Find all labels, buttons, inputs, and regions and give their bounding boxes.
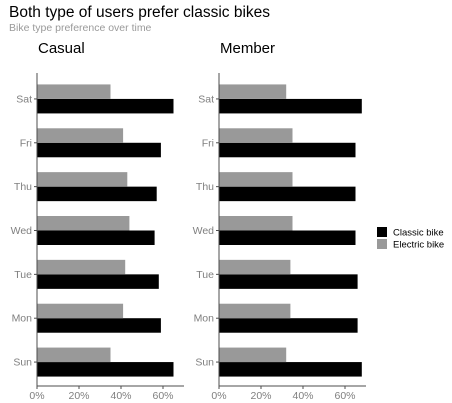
x-tick-label: 40% — [110, 390, 131, 402]
y-tick-label-fri: Fri — [202, 137, 214, 149]
bar-member-sat-classic-bike — [219, 98, 362, 114]
y-tick-label-sat: Sat — [16, 93, 32, 105]
bar-casual-mon-electric-bike — [37, 303, 124, 319]
x-tick-label: 60% — [334, 390, 355, 402]
y-tick-label-thu: Thu — [14, 181, 32, 193]
x-tick-label: 0% — [211, 390, 226, 402]
legend-key-classic-bike — [377, 227, 387, 237]
legend-label-electric-bike: Electric bike — [393, 240, 444, 251]
bar-casual-fri-classic-bike — [37, 142, 161, 158]
bar-member-fri-electric-bike — [219, 128, 293, 143]
y-tick-label-wed: Wed — [193, 225, 215, 237]
bar-member-tue-electric-bike — [219, 259, 291, 275]
x-tick-label: 20% — [250, 390, 271, 402]
bar-casual-thu-electric-bike — [37, 172, 128, 187]
y-tick-label-mon: Mon — [194, 313, 215, 325]
bar-casual-wed-electric-bike — [37, 216, 130, 231]
legend: Classic bike Electric bike — [377, 227, 444, 251]
panel-member: Sun Mon Tue Wed Thu Fri Sat 0% 20% 40% 60% — [193, 73, 366, 402]
bar-casual-tue-electric-bike — [37, 259, 126, 275]
bar-casual-thu-classic-bike — [37, 186, 157, 202]
bar-member-mon-classic-bike — [219, 318, 358, 333]
x-tick-label: 0% — [29, 390, 44, 402]
y-tick-label-fri: Fri — [20, 137, 32, 149]
bar-casual-tue-classic-bike — [37, 274, 159, 289]
chart-subtitle: Bike type preference over time — [9, 22, 152, 34]
bar-member-wed-classic-bike — [219, 230, 356, 245]
y-tick-label-sat: Sat — [198, 93, 214, 105]
y-tick-label-tue: Tue — [14, 269, 32, 281]
bar-member-sun-electric-bike — [219, 347, 287, 363]
y-tick-label-tue: Tue — [196, 269, 214, 281]
bar-casual-sat-classic-bike — [37, 98, 174, 114]
bar-member-tue-classic-bike — [219, 274, 358, 289]
legend-key-electric-bike — [377, 239, 387, 249]
y-tick-label-sun: Sun — [13, 357, 32, 369]
chart-title: Both type of users prefer classic bikes — [9, 4, 270, 21]
bar-casual-fri-electric-bike — [37, 128, 124, 143]
bar-member-wed-electric-bike — [219, 216, 293, 231]
bar-member-thu-classic-bike — [219, 186, 356, 202]
facet-title-member: Member — [220, 40, 275, 57]
bar-casual-wed-classic-bike — [37, 230, 155, 245]
legend-label-classic-bike: Classic bike — [393, 228, 444, 239]
x-tick-label: 60% — [152, 390, 173, 402]
x-tick-label: 40% — [292, 390, 313, 402]
bar-casual-sat-electric-bike — [37, 84, 111, 99]
bar-casual-sun-electric-bike — [37, 347, 111, 363]
facet-member: Member Sun Mon Tue Wed Thu Fri Sat 0% 20% 40% 60% — [193, 40, 366, 402]
panel-casual: Sun Mon Tue Wed Thu Fri Sat 0% 20% 40% 60% — [11, 73, 184, 402]
bar-member-mon-electric-bike — [219, 303, 291, 319]
x-tick-label: 20% — [68, 390, 89, 402]
bar-member-sat-electric-bike — [219, 84, 287, 99]
y-tick-label-thu: Thu — [196, 181, 214, 193]
facet-casual: Casual Sun Mon Tue Wed Thu Fri Sat 0% 20% 40% 60% — [11, 40, 184, 402]
bar-casual-mon-classic-bike — [37, 318, 161, 333]
bar-member-sun-classic-bike — [219, 362, 362, 377]
facet-title-casual: Casual — [38, 40, 85, 57]
y-tick-label-sun: Sun — [195, 357, 214, 369]
bar-member-fri-classic-bike — [219, 142, 356, 158]
bar-member-thu-electric-bike — [219, 172, 293, 187]
bar-casual-sun-classic-bike — [37, 362, 174, 377]
y-tick-label-mon: Mon — [12, 313, 33, 325]
y-tick-label-wed: Wed — [11, 225, 33, 237]
